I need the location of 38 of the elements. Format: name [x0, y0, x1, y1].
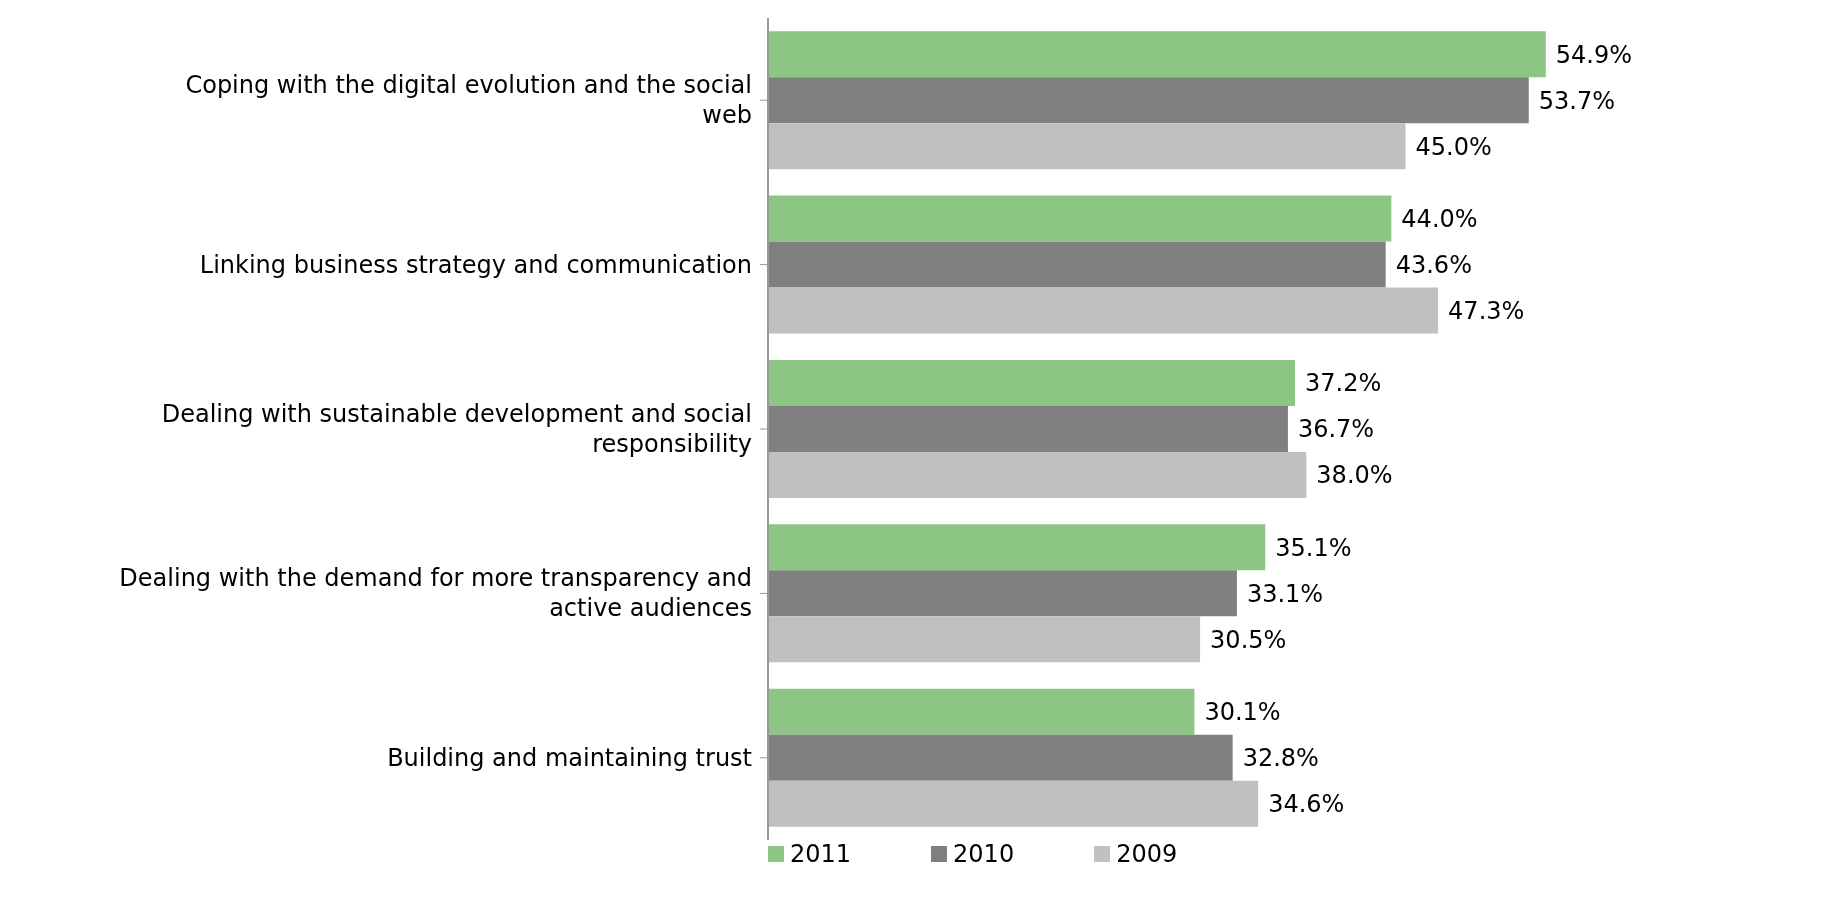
bar — [768, 195, 1392, 242]
data-label: 54.9% — [1555, 40, 1633, 69]
legend-label: 2009 — [1116, 840, 1178, 868]
bar — [768, 241, 1386, 288]
bar — [768, 451, 1307, 498]
legend-label: 2010 — [953, 840, 1015, 868]
bar — [768, 405, 1288, 452]
y-tick-label: Building and maintaining trust — [387, 743, 752, 772]
data-label: 30.1% — [1204, 698, 1281, 727]
bar — [768, 570, 1237, 617]
bar — [768, 287, 1439, 334]
y-tick-label: Dealing with the demand for more transparency and active audiences — [119, 564, 752, 623]
bar — [768, 123, 1406, 170]
y-tick-label: Coping with the digital evolution and the social web — [185, 71, 752, 130]
bar — [768, 616, 1201, 663]
bar — [768, 31, 1546, 78]
legend-label: 2011 — [790, 840, 852, 868]
data-label: 35.1% — [1275, 533, 1352, 562]
bar — [768, 734, 1233, 781]
bar — [768, 359, 1296, 406]
bar — [768, 77, 1529, 124]
bar — [768, 688, 1195, 735]
bar — [768, 524, 1266, 571]
data-label: 44.0% — [1401, 205, 1478, 234]
data-label: 38.0% — [1316, 461, 1393, 490]
y-tick-label: Dealing with sustainable development and social responsibility — [161, 400, 752, 458]
data-label: 36.7% — [1297, 415, 1375, 444]
data-label: 30.5% — [1210, 625, 1287, 654]
data-label: 53.7% — [1538, 86, 1616, 115]
data-label: 47.3% — [1448, 297, 1525, 326]
data-label: 37.2% — [1305, 369, 1382, 398]
data-label: 43.6% — [1395, 251, 1472, 280]
y-tick-label: Linking business strategy and communication — [199, 250, 752, 279]
data-label: 33.1% — [1246, 579, 1324, 608]
bar — [768, 780, 1259, 827]
data-label: 32.8% — [1242, 744, 1319, 773]
data-label: 34.6% — [1268, 790, 1345, 819]
data-label: 45.0% — [1415, 132, 1492, 161]
